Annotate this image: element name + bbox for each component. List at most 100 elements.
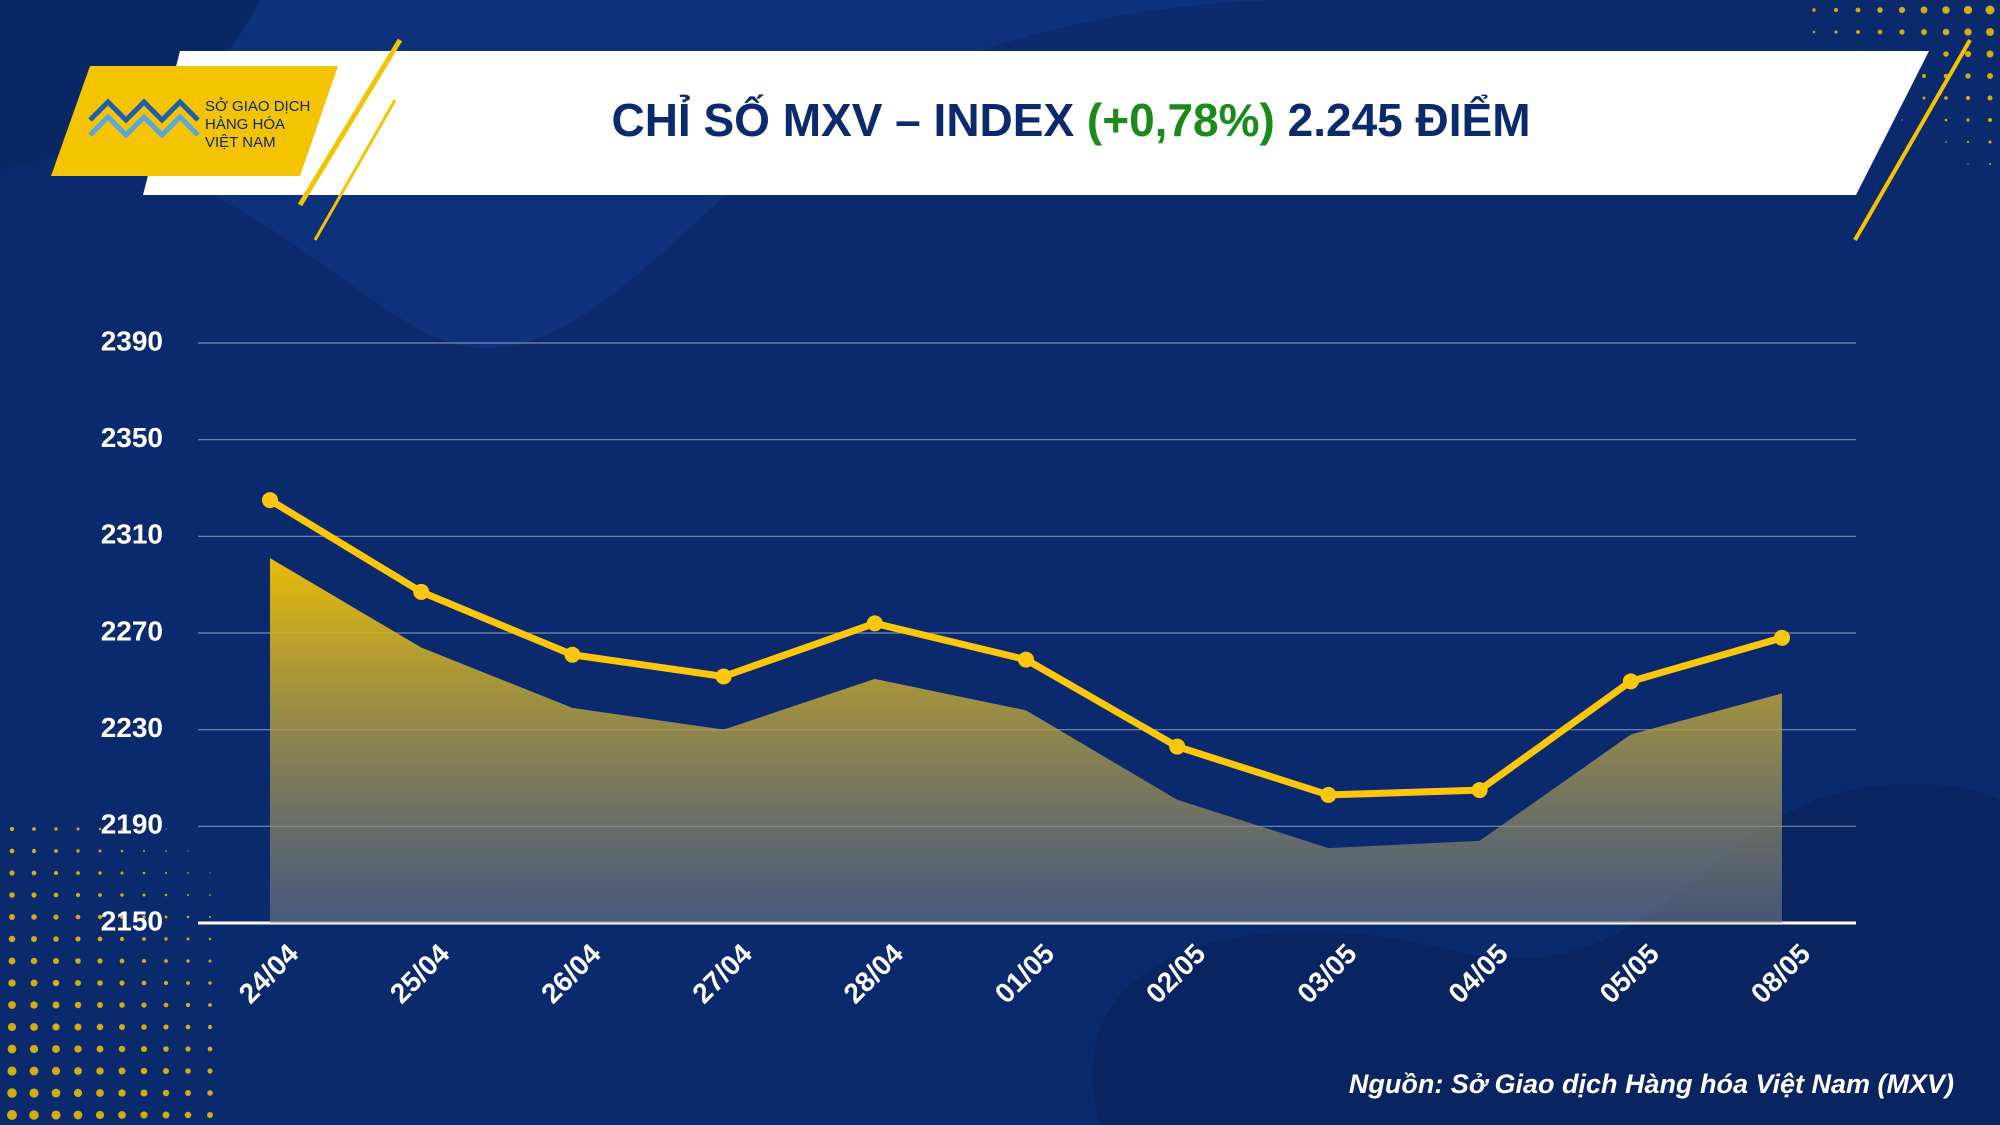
decor-dot bbox=[142, 937, 146, 941]
decor-dot bbox=[142, 915, 146, 919]
decor-dot bbox=[120, 827, 124, 831]
point bbox=[1320, 786, 1337, 803]
decor-dot bbox=[30, 979, 38, 987]
decor-dot bbox=[97, 958, 103, 964]
decor-dot bbox=[120, 849, 124, 853]
decor-dot bbox=[119, 936, 125, 942]
decor-dot bbox=[141, 1024, 147, 1030]
decor-dot bbox=[8, 979, 16, 987]
decor-dot bbox=[140, 1067, 148, 1075]
decor-dot bbox=[29, 1088, 39, 1098]
decor-dot bbox=[30, 935, 38, 943]
decor-dot bbox=[141, 958, 147, 964]
decor-dot bbox=[165, 828, 167, 830]
decor-dot bbox=[1987, 95, 1993, 101]
point bbox=[1622, 673, 1639, 690]
decor-dot bbox=[207, 1090, 213, 1096]
point bbox=[1169, 738, 1186, 755]
decor-dot bbox=[162, 1089, 170, 1097]
decor-stroke bbox=[313, 99, 397, 241]
decor-dot bbox=[163, 1002, 169, 1008]
y-tick-label: 2310 bbox=[101, 519, 163, 550]
y-tick-label: 2230 bbox=[101, 712, 163, 743]
y-tick-label: 2190 bbox=[101, 809, 163, 840]
decor-dot bbox=[1987, 73, 1993, 79]
decor-dot bbox=[74, 1001, 82, 1009]
decor-dot bbox=[8, 957, 16, 965]
decor-dot bbox=[209, 872, 211, 874]
point bbox=[1018, 651, 1034, 668]
decor-dot bbox=[97, 980, 103, 986]
decor-dot bbox=[163, 1024, 169, 1030]
decor-dot bbox=[208, 981, 212, 985]
point bbox=[1774, 629, 1790, 646]
title-part: (+0,78%) bbox=[1087, 94, 1275, 146]
decor-dot bbox=[7, 1088, 17, 1098]
decor-dot bbox=[29, 1044, 39, 1054]
point bbox=[564, 646, 581, 663]
decor-dot bbox=[208, 915, 212, 919]
decor-dot bbox=[120, 871, 124, 875]
decor-dot bbox=[98, 827, 102, 831]
decor-dot bbox=[140, 1111, 148, 1119]
decor-dot bbox=[1966, 140, 1970, 144]
decor-dot bbox=[53, 892, 59, 898]
decor-dots bbox=[7, 5, 1995, 1120]
decor-dot bbox=[8, 1001, 16, 1009]
decor-dot bbox=[54, 827, 58, 831]
decor-dot bbox=[1833, 7, 1839, 13]
decor-dot bbox=[1985, 5, 1995, 15]
decor-dot bbox=[76, 849, 80, 853]
decor-dot bbox=[185, 1046, 191, 1052]
decor-dot bbox=[76, 871, 80, 875]
decor-dot bbox=[75, 892, 81, 898]
point bbox=[715, 668, 732, 685]
decor-dot bbox=[1877, 29, 1883, 35]
decor-dot bbox=[1898, 6, 1906, 14]
logo-mark bbox=[88, 98, 200, 139]
decor-dot bbox=[1989, 163, 1991, 165]
decor-dot bbox=[52, 1045, 60, 1053]
decor-dot bbox=[1945, 141, 1947, 143]
logo-text: SỞ GIAO DỊCH bbox=[205, 97, 310, 115]
decor-dot bbox=[29, 1110, 39, 1120]
decor-dot bbox=[98, 893, 102, 897]
decor-stroke bbox=[297, 38, 403, 207]
decor-dot bbox=[206, 1111, 214, 1119]
decor-dot bbox=[8, 913, 16, 921]
decor-dot bbox=[1856, 30, 1860, 34]
decor-dot bbox=[1922, 74, 1926, 78]
decor-dot bbox=[53, 870, 59, 876]
decor-dot bbox=[1944, 96, 1948, 100]
decor-dot bbox=[186, 981, 190, 985]
decor-dot bbox=[1942, 28, 1950, 36]
decor-dot bbox=[52, 1023, 60, 1031]
decor-dot bbox=[31, 870, 37, 876]
point bbox=[413, 583, 430, 600]
decor-dot bbox=[73, 1110, 83, 1120]
y-tick-label: 2270 bbox=[101, 615, 163, 646]
decor-dot bbox=[140, 1045, 148, 1053]
decor-dot bbox=[142, 893, 146, 897]
decor-dot bbox=[185, 1068, 191, 1074]
decor-dot bbox=[53, 936, 59, 942]
title-band bbox=[143, 51, 1929, 195]
decor-dot bbox=[96, 1067, 104, 1075]
decor-dot bbox=[165, 850, 167, 852]
decor-dot bbox=[75, 936, 81, 942]
decor-dot bbox=[73, 1088, 83, 1098]
decor-dot bbox=[74, 1023, 82, 1031]
decor-dot bbox=[184, 1089, 192, 1097]
decor-dot bbox=[7, 1044, 17, 1054]
y-tick-label: 2350 bbox=[101, 422, 163, 453]
decor-dot bbox=[1964, 50, 1972, 58]
point bbox=[1471, 782, 1488, 799]
decor-dot bbox=[51, 1066, 61, 1076]
decor-dot bbox=[1966, 118, 1970, 122]
decor-dot bbox=[162, 1067, 170, 1075]
decor-dot bbox=[120, 915, 124, 919]
decor-dot bbox=[75, 958, 81, 964]
decor-dot bbox=[29, 1066, 39, 1076]
source-note: Nguồn: Sở Giao dịch Hàng hóa Việt Nam (M… bbox=[1349, 1069, 1954, 1099]
decor-dot bbox=[208, 937, 212, 941]
